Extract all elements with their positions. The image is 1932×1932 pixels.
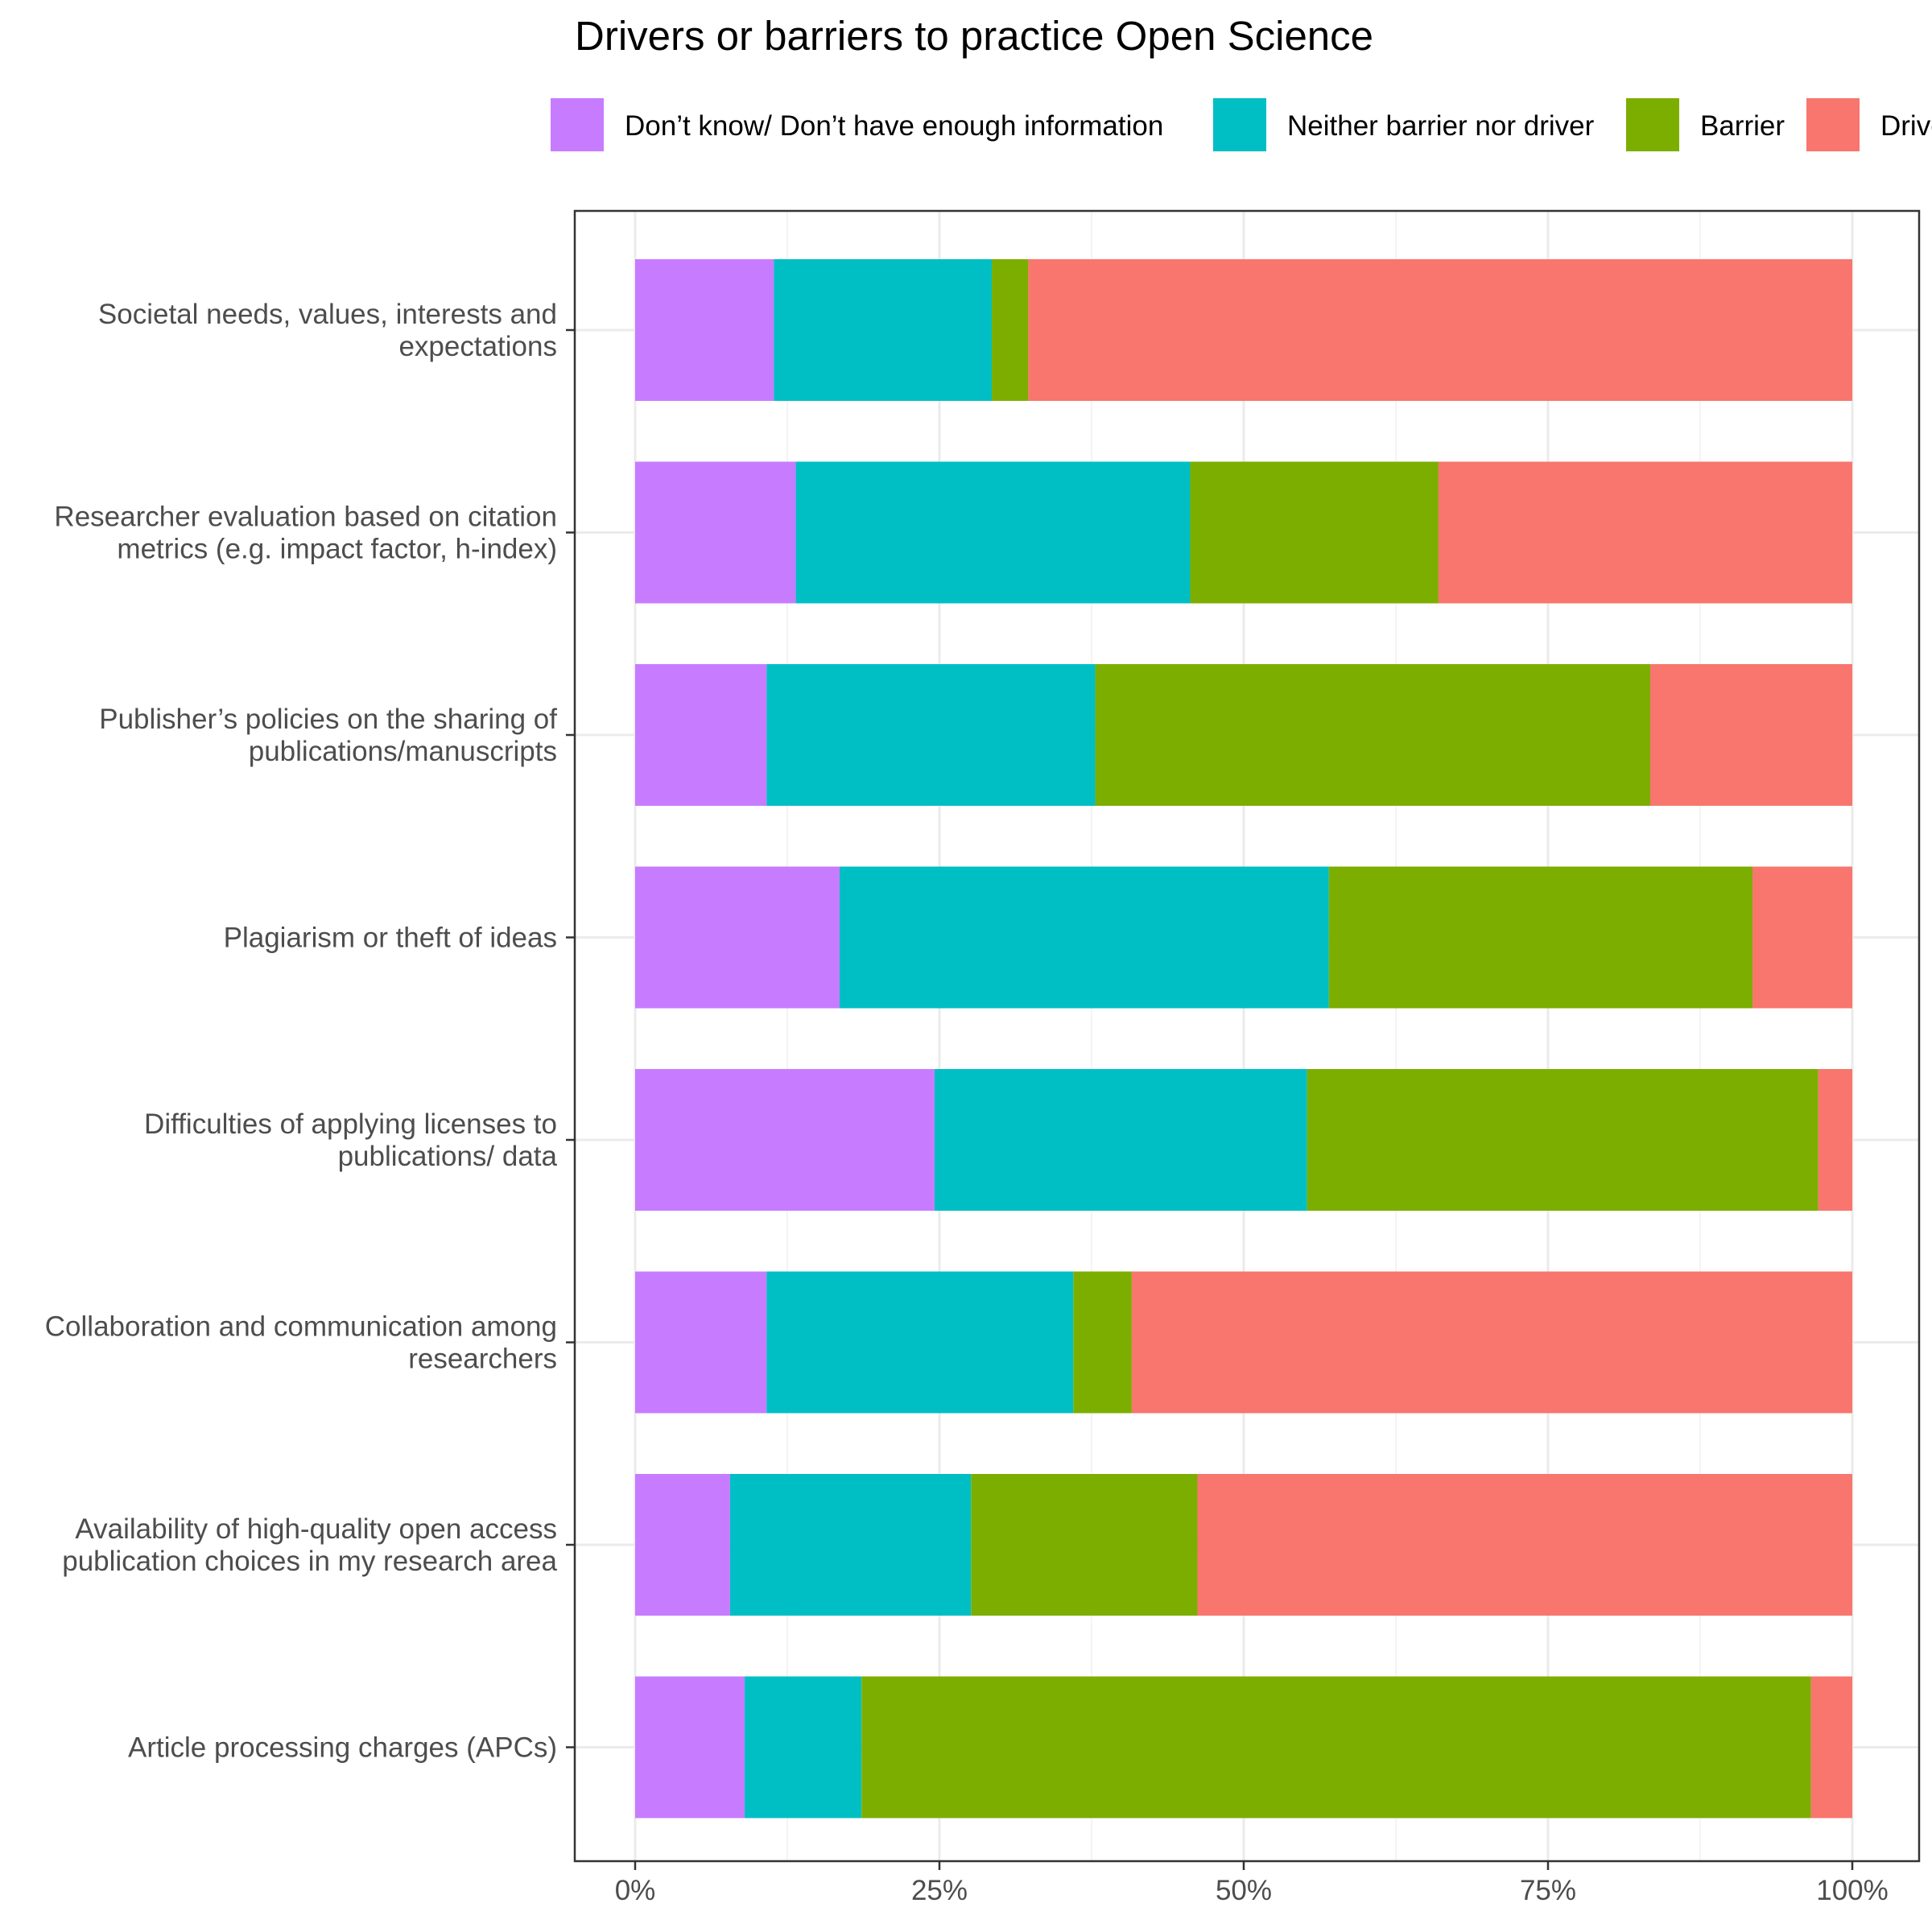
- legend-key: [1213, 98, 1266, 151]
- legend-key: [1806, 98, 1860, 151]
- legend-label: Barrier: [1700, 110, 1785, 142]
- bar-segment: [1307, 1069, 1818, 1211]
- bar-segment: [635, 866, 840, 1009]
- y-tick-label: expectations: [398, 331, 557, 362]
- y-tick-label: Availability of high-quality open access: [75, 1513, 557, 1545]
- bar-segment: [1197, 1474, 1852, 1616]
- y-tick-label: Article processing charges (APCs): [128, 1732, 557, 1764]
- bar-segment: [745, 1676, 862, 1818]
- y-tick-label: Publisher’s policies on the sharing of: [99, 704, 557, 735]
- bar-segment: [635, 259, 774, 401]
- bar-segment: [1650, 664, 1852, 806]
- bar-segment: [1752, 866, 1852, 1009]
- legend-item: Don’t know/ Don’t have enough informatio…: [551, 98, 1163, 151]
- bar-segment: [1073, 1271, 1132, 1414]
- x-tick-label: 100%: [1816, 1875, 1889, 1906]
- y-tick-label: Collaboration and communication among: [45, 1311, 557, 1343]
- bar-segment: [1438, 461, 1852, 604]
- bar-segment: [766, 664, 1096, 806]
- y-tick-label: publications/ data: [338, 1141, 558, 1172]
- legend-item: Barrier: [1626, 98, 1785, 151]
- panel-border: [573, 209, 1921, 1863]
- y-tick-label: Plagiarism or theft of ideas: [224, 923, 557, 954]
- bar-segment: [635, 1676, 745, 1818]
- bars: [635, 259, 1852, 1818]
- plot-panel: Societal needs, values, interests andexp…: [45, 209, 1921, 1906]
- y-tick-label: Researcher evaluation based on citation: [54, 502, 557, 533]
- bar-segment: [934, 1069, 1307, 1211]
- bar-segment: [1328, 866, 1753, 1009]
- y-tick-label: publication choices in my research area: [62, 1546, 557, 1577]
- x-tick-label: 50%: [1216, 1875, 1272, 1906]
- bar-segment: [1818, 1069, 1852, 1211]
- y-axis: Societal needs, values, interests andexp…: [45, 299, 575, 1764]
- bar-segment: [635, 664, 767, 806]
- legend: Don’t know/ Don’t have enough informatio…: [551, 98, 1932, 151]
- bar-segment: [635, 1271, 767, 1414]
- legend-item: Neither barrier nor driver: [1213, 98, 1595, 151]
- bar-segment: [971, 1474, 1198, 1616]
- chart-title: Drivers or barriers to practice Open Sci…: [575, 13, 1373, 59]
- x-tick-label: 25%: [911, 1875, 968, 1906]
- bar-segment: [774, 259, 993, 401]
- y-tick-label: Difficulties of applying licenses to: [144, 1108, 557, 1140]
- bar-segment: [1810, 1676, 1852, 1818]
- bar-segment: [1190, 461, 1439, 604]
- bar-segment: [795, 461, 1191, 604]
- y-tick-label: Societal needs, values, interests and: [98, 299, 557, 330]
- bar-segment: [861, 1676, 1811, 1818]
- bar-segment: [635, 1474, 730, 1616]
- bar-segment: [1028, 259, 1852, 401]
- x-tick-label: 0%: [615, 1875, 656, 1906]
- bar-segment: [1095, 664, 1651, 806]
- bar-segment: [1131, 1271, 1852, 1414]
- x-axis: 0% 25% 50% 75% 100%: [615, 1861, 1889, 1906]
- bar-segment: [635, 461, 796, 604]
- bar-segment: [992, 259, 1029, 401]
- legend-key: [1626, 98, 1679, 151]
- bar-segment: [840, 866, 1329, 1009]
- bar-segment: [729, 1474, 972, 1616]
- bar-segment: [766, 1271, 1074, 1414]
- y-tick-label: researchers: [408, 1344, 557, 1375]
- bar-segment: [635, 1069, 935, 1211]
- x-tick-label: 75%: [1520, 1875, 1576, 1906]
- legend-item: Driver: [1806, 98, 1932, 151]
- legend-label: Don’t know/ Don’t have enough informatio…: [625, 110, 1163, 142]
- legend-key: [551, 98, 604, 151]
- legend-label: Driver: [1880, 110, 1932, 142]
- legend-label: Neither barrier nor driver: [1287, 110, 1595, 142]
- y-tick-label: metrics (e.g. impact factor, h-index): [117, 534, 557, 565]
- y-tick-label: publications/manuscripts: [249, 736, 557, 767]
